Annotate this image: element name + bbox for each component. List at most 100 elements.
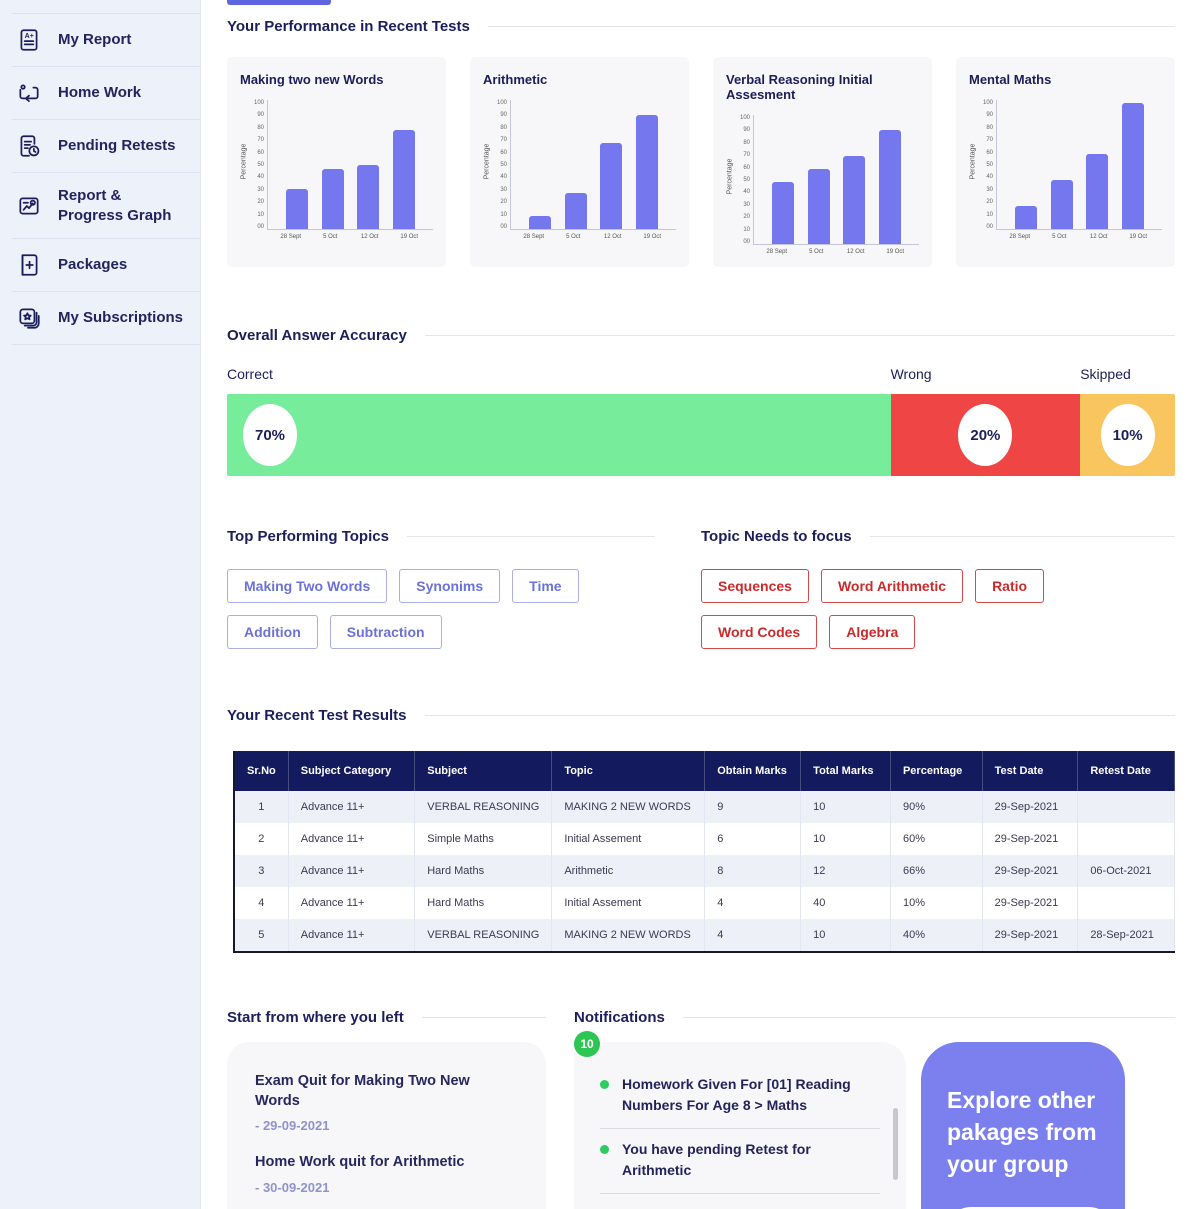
y-tick-label: 50 (986, 161, 993, 168)
top-topic-chip[interactable]: Making Two Words (227, 569, 388, 603)
y-tick-label: 00 (743, 238, 750, 245)
y-tick-label: 40 (743, 189, 750, 196)
accuracy-segment: 20% (890, 394, 1081, 476)
focus-topic-chip[interactable]: Ratio (975, 569, 1045, 603)
x-tick-label: 12 Oct (1089, 234, 1108, 240)
notifications-count-badge: 10 (574, 1031, 600, 1057)
x-tick-label: 12 Oct (603, 234, 622, 240)
table-cell: 10% (890, 887, 983, 919)
table-cell: 6 (704, 823, 802, 855)
y-tick-label: 100 (739, 115, 750, 121)
scrollbar-thumb[interactable] (893, 1108, 898, 1180)
y-tick-label: 30 (986, 186, 993, 193)
y-axis-ticks: 100 90 80 70 60 50 40 30 20 10 00 (737, 115, 753, 245)
progress-graph-icon (19, 197, 39, 214)
y-tick-label: 30 (257, 186, 264, 193)
sidebar-item-pending-retests[interactable]: Pending Retests (0, 120, 200, 172)
y-tick-label: 60 (986, 149, 993, 156)
table-cell: Hard Maths (414, 855, 553, 887)
table-cell: 29-Sep-2021 (982, 887, 1079, 919)
top-topic-chip[interactable]: Subtraction (329, 615, 442, 649)
sidebar-item-my-report[interactable]: A+ My Report (0, 14, 200, 66)
top-topics-chips: Making Two Words Synonims Time Addition Subt… (227, 569, 667, 649)
notification-item[interactable]: You have pending Retest for Arithmetic (600, 1128, 880, 1193)
chart-bar (528, 216, 551, 229)
table-row: 3 Advance 11+ Hard Maths Arithmetic 8 12 66% 29… (234, 855, 1175, 887)
y-tick-label: 70 (500, 137, 507, 144)
focus-topic-chip[interactable]: Sequences (701, 569, 809, 603)
notifications-card: Homework Given For [01] Reading Numbers … (574, 1042, 906, 1209)
x-tick-label: 19 Oct (886, 249, 905, 255)
x-tick-label: 5 Oct (323, 234, 338, 240)
explore-packages-text: Explore other pakages from your group (947, 1087, 1097, 1178)
bar-chart: Percentage 100 90 80 70 60 50 40 30 20 10 00 28 Se… (240, 100, 433, 240)
table-column-header: Total Marks (800, 751, 891, 791)
y-tick-label: 90 (257, 112, 264, 119)
top-topic-chip[interactable]: Addition (227, 615, 318, 649)
chart-bar (321, 169, 344, 229)
notification-dot-icon (600, 1080, 609, 1089)
focus-topics-title: Topic Needs to focus (701, 528, 852, 545)
table-cell: Initial Assement (551, 823, 706, 855)
sidebar-item-my-subscriptions[interactable]: My Subscriptions (0, 292, 200, 344)
resume-list-item[interactable]: Exam Quit for Making Two New Words - 29-0… (255, 1072, 518, 1133)
bar-chart: Percentage 100 90 80 70 60 50 40 30 20 10 00 28 Se… (969, 100, 1162, 240)
notification-text: Homework Given For [01] Reading Numbers … (622, 1076, 851, 1113)
chart-title: Making two new Words (240, 72, 384, 87)
table-cell: 40 (800, 887, 891, 919)
y-tick-label: 50 (500, 161, 507, 168)
divider (421, 1017, 546, 1018)
focus-topic-chip[interactable]: Algebra (829, 615, 916, 649)
notification-item[interactable]: Inital Assesment Given For Age 8 > Maths (600, 1193, 880, 1209)
chart-bar (285, 189, 308, 229)
y-tick-label: 40 (257, 174, 264, 181)
topics-section: Top Performing Topics Making Two Words Sy… (227, 528, 1175, 649)
x-axis-labels: 28 Sept 5 Oct 12 Oct 19 Oct (267, 230, 433, 240)
accuracy-segment-label: Correct (227, 366, 273, 382)
x-axis-labels: 28 Sept 5 Oct 12 Oct 19 Oct (753, 245, 919, 255)
table-row: 2 Advance 11+ Simple Maths Initial Assement… (234, 823, 1175, 855)
divider (487, 26, 1175, 27)
table-cell: Advance 11+ (288, 887, 416, 919)
main-content: Your Performance in Recent Tests Making … (201, 0, 1200, 1209)
x-tick-label: 19 Oct (643, 234, 662, 240)
top-performing-topics: Top Performing Topics Making Two Words Sy… (227, 528, 701, 649)
chart-title: Arithmetic (483, 72, 548, 87)
divider (12, 344, 200, 345)
y-tick-label: 90 (986, 112, 993, 119)
x-tick-label: 12 Oct (846, 249, 865, 255)
sidebar-item-label: Report & Progress Graph (58, 187, 172, 224)
accuracy-title: Overall Answer Accuracy (227, 327, 407, 344)
table-cell: 40% (890, 919, 983, 952)
y-tick-label: 10 (257, 211, 264, 218)
sidebar-item-report-progress-graph[interactable]: Report & Progress Graph (0, 173, 200, 238)
y-tick-label: 30 (743, 201, 750, 208)
retests-doc-clock-icon (20, 135, 40, 157)
y-tick-label: 100 (253, 100, 264, 106)
performance-section: Your Performance in Recent Tests Making … (227, 0, 1175, 267)
focus-topic-chip[interactable]: Word Codes (701, 615, 818, 649)
table-column-header: Retest Date (1077, 751, 1175, 791)
accuracy-segment: 10% (1080, 394, 1175, 476)
sidebar-item-home-work[interactable]: Home Work (0, 67, 200, 119)
sidebar-item-packages[interactable]: Packages (0, 239, 200, 291)
resume-item-text: Home Work quit for Arithmetic (255, 1154, 465, 1171)
divider (424, 715, 1175, 716)
table-cell (1077, 887, 1175, 919)
performance-chart-card: Mental Maths Percentage 100 90 80 70 60 50 40 3… (956, 57, 1175, 267)
y-tick-label: 70 (743, 152, 750, 159)
table-column-header: Topic (551, 751, 706, 791)
resume-list-item[interactable]: Home Work quit for Arithmetic - 30-09-202… (255, 1153, 518, 1195)
chart-title: Mental Maths (969, 72, 1052, 87)
x-axis-labels: 28 Sept 5 Oct 12 Oct 19 Oct (510, 230, 676, 240)
top-topic-chip[interactable]: Synonims (399, 569, 501, 603)
notifications-wrap: 10 Homework Given For [01] Reading Numbe… (574, 1031, 906, 1209)
table-cell: 1 (234, 791, 289, 823)
notification-item[interactable]: Homework Given For [01] Reading Numbers … (600, 1064, 880, 1128)
table-column-header: Obtain Marks (704, 751, 802, 791)
x-tick-label: 19 Oct (400, 234, 419, 240)
focus-topic-chip[interactable]: Word Arithmetic (820, 569, 964, 603)
top-topic-chip[interactable]: Time (512, 569, 579, 603)
divider (12, 238, 200, 239)
bar-chart: Percentage 100 90 80 70 60 50 40 30 20 10 00 28 Se… (726, 115, 919, 255)
